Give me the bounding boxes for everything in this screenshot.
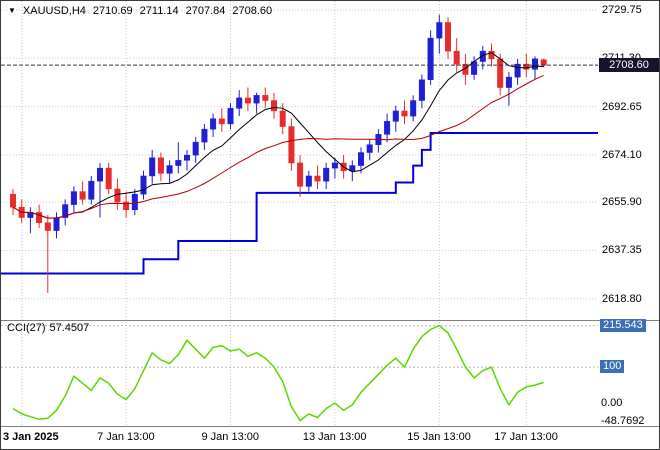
quote-high: 2711.14 <box>139 5 179 17</box>
time-tick-label: 9 Jan 13:00 <box>201 431 260 443</box>
cci-name: CCI(27) <box>7 322 46 334</box>
cci-value: 57.4507 <box>49 322 90 334</box>
price-tick-label: 2729.75 <box>602 4 642 17</box>
symbol-timeframe: XAUUSD,H4 <box>22 5 86 17</box>
time-tick-label: 15 Jan 13:00 <box>407 431 471 443</box>
price-tick-label: 2692.65 <box>602 100 642 113</box>
cci-tick-label: 0.00 <box>601 397 623 410</box>
price-tick-label: 2655.90 <box>602 196 642 209</box>
cci-level-label: 100 <box>600 360 625 374</box>
current-price-badge: 2708.60 <box>599 58 659 73</box>
symbol-dropdown-icon[interactable]: ▼ <box>8 6 16 15</box>
cci-indicator-label: CCI(27) 57.4507 <box>7 322 93 334</box>
time-tick-label: 17 Jan 13:00 <box>494 431 558 443</box>
quote-low: 2707.84 <box>185 5 226 17</box>
price-tick-label: 2674.10 <box>602 148 642 161</box>
time-tick-label: 7 Jan 13:00 <box>97 431 155 443</box>
quote-close: 2708.60 <box>232 5 273 17</box>
cci-level-label: 215.543 <box>600 318 646 332</box>
chart-title: ▼ XAUUSD,H4 2710.69 2711.14 2707.84 2708… <box>8 5 272 17</box>
time-tick-label: 13 Jan 13:00 <box>302 431 367 443</box>
price-tick-label: 2618.80 <box>602 292 642 305</box>
price-tick-label: 2637.35 <box>602 244 642 257</box>
quote-open: 2710.69 <box>92 5 133 17</box>
time-tick-label: 3 Jan 2025 <box>3 431 59 443</box>
cci-tick-label: -48.7692 <box>601 414 645 427</box>
